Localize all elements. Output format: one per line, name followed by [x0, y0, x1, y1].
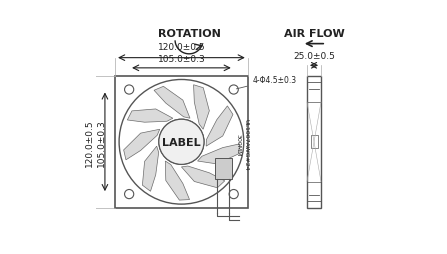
Polygon shape	[206, 106, 233, 147]
Polygon shape	[181, 166, 225, 188]
Text: AIR FLOW: AIR FLOW	[284, 29, 344, 39]
Text: 120.0±0.5: 120.0±0.5	[158, 43, 205, 52]
Text: UL1007AWG#24: UL1007AWG#24	[243, 119, 249, 170]
Circle shape	[159, 120, 204, 165]
Polygon shape	[124, 130, 160, 160]
Text: 105.0±0.3: 105.0±0.3	[97, 118, 105, 166]
Polygon shape	[198, 144, 240, 164]
Text: 4-Φ4.5±0.3: 4-Φ4.5±0.3	[236, 75, 297, 89]
Text: ROTATION: ROTATION	[158, 29, 220, 39]
Polygon shape	[165, 161, 190, 200]
Text: 25.0±0.5: 25.0±0.5	[293, 52, 335, 60]
Text: 120.0±0.5: 120.0±0.5	[85, 119, 94, 166]
Circle shape	[159, 120, 204, 165]
Polygon shape	[127, 109, 173, 123]
Text: 105.0±0.3: 105.0±0.3	[157, 55, 205, 64]
Text: LABEL: LABEL	[162, 137, 201, 147]
Polygon shape	[143, 147, 159, 192]
Polygon shape	[215, 158, 232, 179]
Text: 300MM: 300MM	[236, 134, 240, 156]
Polygon shape	[154, 87, 190, 119]
Polygon shape	[194, 85, 209, 130]
